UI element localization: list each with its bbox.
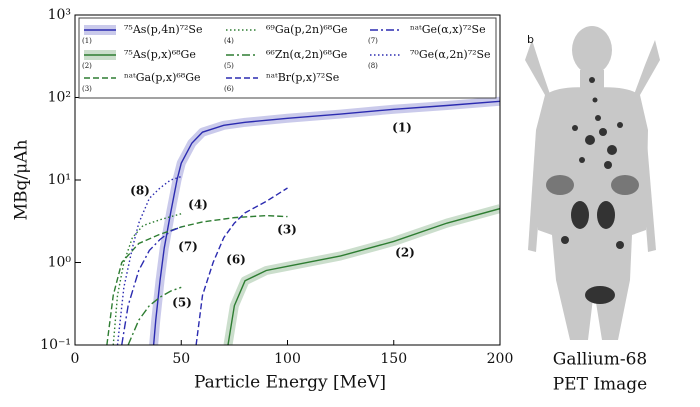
x-tick-label: 100 <box>274 351 301 367</box>
caption-line: Gallium-68 <box>553 350 647 370</box>
legend-entry: ⁿᵃᵗBr(p,x)⁷²Se <box>266 71 339 84</box>
curve-label: (6) <box>226 253 246 267</box>
curve-label: (7) <box>178 240 198 254</box>
legend-entry: ⁶⁶Zn(α,2n)⁶⁸Ge <box>266 48 347 61</box>
pet-image: b Gallium-68 PET Image <box>512 18 692 395</box>
caption-line: PET Image <box>553 375 648 395</box>
y-tick-label: 10¹ <box>48 172 71 188</box>
legend-entry: ⁿᵃᵗGe(α,x)⁷²Se <box>410 23 486 36</box>
x-tick-label: 0 <box>71 351 80 367</box>
x-tick-label: 150 <box>380 351 407 367</box>
series-line <box>121 226 182 345</box>
series-line <box>106 214 288 345</box>
legend-number: (3) <box>82 85 92 93</box>
legend-number: (6) <box>224 85 234 93</box>
curve-label: (8) <box>130 184 150 198</box>
legend-box <box>78 17 497 99</box>
y-tick-label: 10⁰ <box>48 255 72 271</box>
panel-label: b <box>527 33 534 46</box>
y-tick-label: 10⁻¹ <box>40 337 71 353</box>
plot-lines <box>106 96 500 345</box>
series-line <box>195 187 288 345</box>
curve-label: (5) <box>172 296 192 310</box>
legend-entry: ⁿᵃᵗGa(p,x)⁶⁸Ge <box>124 71 201 84</box>
legend-entry: ⁷⁵As(p,4n)⁷²Se <box>124 23 202 36</box>
y-tick-label: 10³ <box>48 7 71 23</box>
legend-entry: ⁷⁵As(p,x)⁶⁸Ge <box>124 48 196 61</box>
legend-entry: ⁷⁰Ge(α,2n)⁷²Se <box>410 48 491 61</box>
legend-number: (5) <box>224 62 234 70</box>
legend-number: (7) <box>368 37 378 45</box>
x-axis-label: Particle Energy [MeV] <box>194 373 386 393</box>
legend-number: (4) <box>224 37 234 45</box>
series-line <box>152 100 500 345</box>
x-tick-label: 50 <box>172 351 190 367</box>
series-line <box>227 207 500 345</box>
curve-label: (4) <box>188 198 208 212</box>
y-tick-label: 10² <box>48 90 71 106</box>
plot-frame <box>74 14 501 346</box>
uncertainty-band <box>223 204 500 345</box>
series-line <box>116 175 182 345</box>
y-axis-label: MBq/μAh <box>12 140 32 221</box>
curve-label: (1) <box>392 121 412 135</box>
curve-label: (3) <box>277 223 297 237</box>
curve-label: (2) <box>395 246 415 260</box>
series-line <box>127 286 182 345</box>
legend-number: (1) <box>82 37 92 45</box>
x-tick-label: 200 <box>487 351 514 367</box>
legend-entry: ⁶⁹Ga(p,2n)⁶⁸Ge <box>266 23 348 36</box>
legend-number: (2) <box>82 62 92 70</box>
legend-number: (8) <box>368 62 378 70</box>
